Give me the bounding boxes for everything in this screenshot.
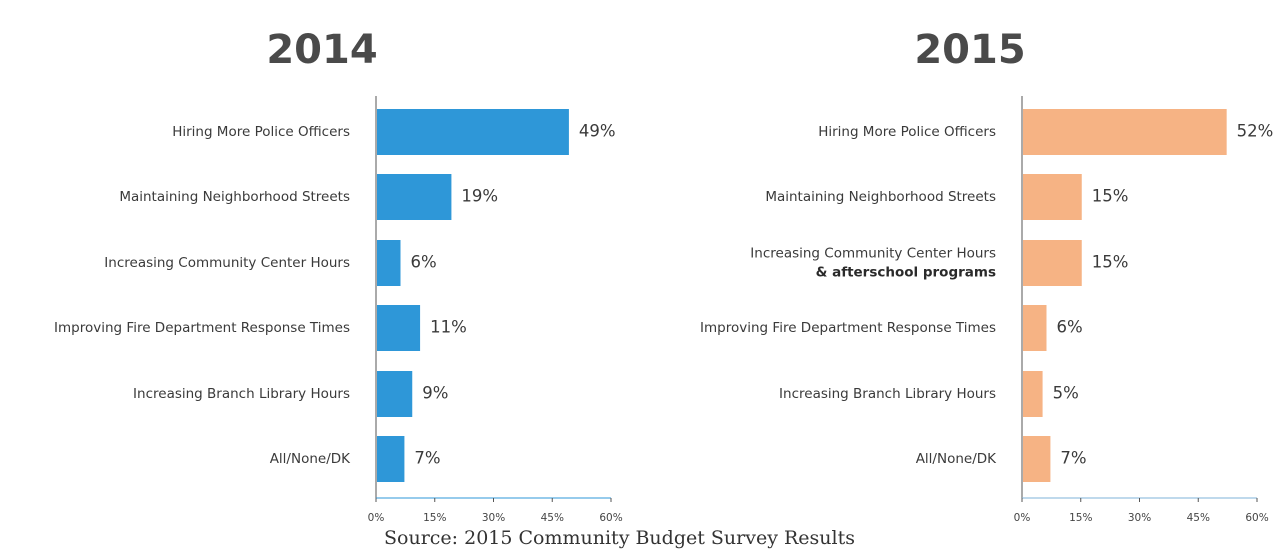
chart-0-category-label: All/None/DK [270, 451, 351, 467]
chart-0-tick-label: 15% [423, 512, 446, 524]
chart-1-category-label: & afterschool programs [816, 265, 996, 281]
chart-0-tick-label: 45% [541, 512, 564, 524]
chart-1-bar [1023, 240, 1082, 286]
chart-0-value-label: 49% [579, 122, 616, 141]
chart-1-value-label: 6% [1057, 318, 1083, 337]
chart-0-category-label: Improving Fire Department Response Times [54, 320, 350, 336]
chart-1-tick-label: 30% [1128, 512, 1151, 524]
chart-0-value-label: 6% [411, 253, 437, 272]
chart-1-category-label: Improving Fire Department Response Times [700, 320, 996, 336]
chart-1-bar [1023, 305, 1047, 351]
source-note: Source: 2015 Community Budget Survey Res… [384, 527, 855, 549]
chart-0-title: 2014 [266, 27, 377, 73]
chart-1-bar [1023, 436, 1051, 482]
chart-1-tick-label: 45% [1187, 512, 1210, 524]
chart-1-value-label: 7% [1060, 449, 1086, 468]
chart-1-value-label: 5% [1053, 384, 1079, 403]
chart-0-bar [377, 436, 405, 482]
chart-1-category-label: All/None/DK [916, 451, 997, 467]
chart-1-category-label: Increasing Branch Library Hours [779, 386, 996, 402]
chart-0-bar [377, 174, 452, 220]
chart-1-bar [1023, 174, 1082, 220]
chart-0-bar [377, 109, 569, 155]
chart-0-bar [377, 240, 401, 286]
chart-0-value-label: 19% [461, 187, 498, 206]
chart-0-category-label: Maintaining Neighborhood Streets [119, 189, 350, 205]
chart-0-value-label: 11% [430, 318, 467, 337]
chart-0-tick-label: 60% [599, 512, 622, 524]
chart-0-tick-label: 30% [482, 512, 505, 524]
chart-1-tick-label: 0% [1014, 512, 1031, 524]
chart-1-category-label: Hiring More Police Officers [818, 124, 996, 140]
chart-0-category-label: Increasing Branch Library Hours [133, 386, 350, 402]
chart-0-bar [377, 371, 413, 417]
chart-0-category-label: Hiring More Police Officers [172, 124, 350, 140]
chart-1-value-label: 52% [1237, 122, 1274, 141]
chart-1-bar [1023, 371, 1043, 417]
chart-1-tick-label: 15% [1069, 512, 1092, 524]
chart-0-tick-label: 0% [368, 512, 385, 524]
chart-1-value-label: 15% [1092, 253, 1129, 272]
chart-1-title: 2015 [914, 27, 1025, 73]
chart-0-value-label: 7% [414, 449, 440, 468]
chart-1-bar [1023, 109, 1227, 155]
chart-0-value-label: 9% [422, 384, 448, 403]
chart-0-category-label: Increasing Community Center Hours [104, 255, 350, 271]
chart-1-category-label: Maintaining Neighborhood Streets [765, 189, 996, 205]
chart-1-category-label: Increasing Community Center Hours [750, 246, 996, 262]
chart-0-bar [377, 305, 421, 351]
chart-1-value-label: 15% [1092, 187, 1129, 206]
chart-1-tick-label: 60% [1245, 512, 1268, 524]
